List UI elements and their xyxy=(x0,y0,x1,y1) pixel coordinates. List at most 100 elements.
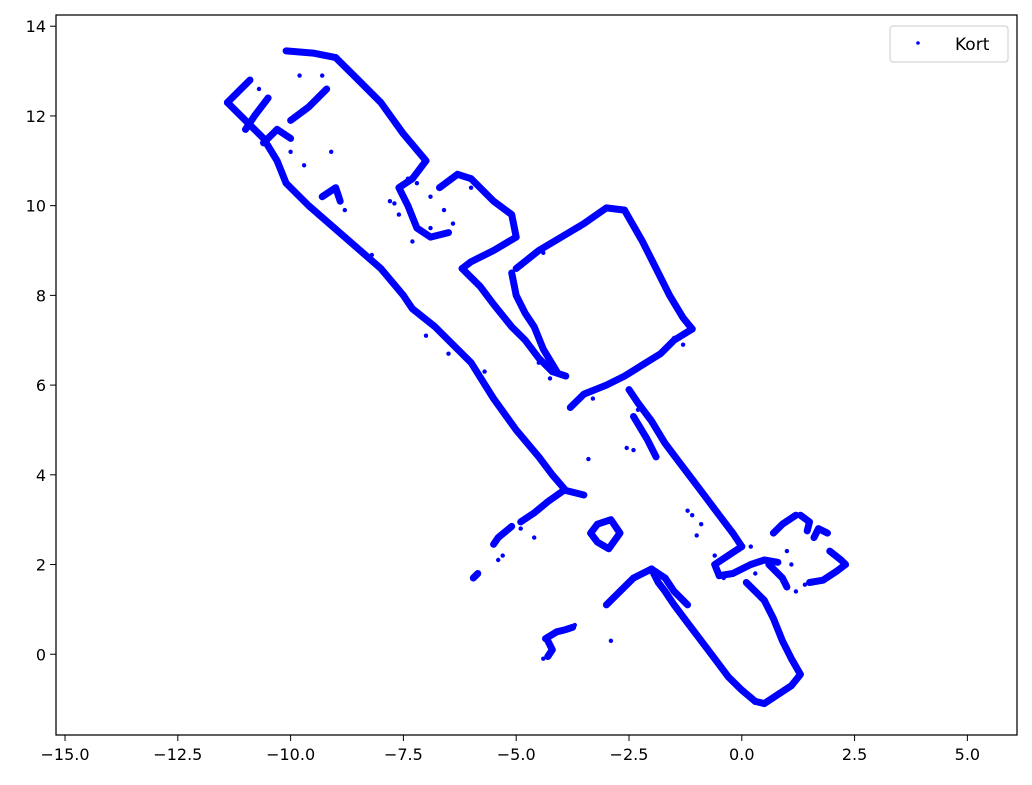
y-tick-label: 4 xyxy=(36,466,46,485)
data-point-0-40 xyxy=(541,250,546,255)
data-point-0-16 xyxy=(482,369,487,374)
data-trace-0-2 xyxy=(282,47,340,62)
data-trace-0-20 xyxy=(751,596,804,708)
data-point-0-33 xyxy=(572,622,577,628)
data-trace-0-21 xyxy=(648,565,759,705)
data-point-0-51 xyxy=(256,86,262,92)
data-trace-0-15 xyxy=(625,386,746,551)
data-trace-0-32 xyxy=(544,637,556,660)
x-tick-label: 0.0 xyxy=(729,745,754,764)
data-point-0-50 xyxy=(329,149,334,154)
data-point-0-24 xyxy=(753,571,758,576)
legend-label-kort: Kort xyxy=(955,35,990,55)
data-trace-0-24 xyxy=(587,516,624,553)
data-point-0-27 xyxy=(802,582,808,587)
data-point-0-1 xyxy=(396,212,402,217)
data-trace-0-0 xyxy=(223,76,254,106)
data-point-0-3 xyxy=(428,194,433,199)
x-tick-label: 2.5 xyxy=(842,745,867,764)
data-point-0-22 xyxy=(685,508,690,513)
x-tick-label: −15.0 xyxy=(41,745,90,764)
data-point-0-14 xyxy=(423,333,429,338)
data-point-0-10 xyxy=(320,73,325,78)
data-point-0-41 xyxy=(577,225,582,231)
data-point-0-44 xyxy=(536,360,541,365)
data-trace-0-13 xyxy=(566,325,696,411)
data-trace-0-16 xyxy=(630,413,660,461)
x-tick-label: 5.0 xyxy=(955,745,980,764)
y-tick-label: 14 xyxy=(26,17,46,36)
data-point-0-31 xyxy=(518,526,523,531)
data-point-0-21 xyxy=(690,513,695,518)
data-point-0-20 xyxy=(699,522,704,527)
data-point-0-42 xyxy=(671,335,677,341)
data-point-0-17 xyxy=(586,456,591,462)
y-tick-label: 12 xyxy=(26,107,46,126)
data-point-0-6 xyxy=(468,185,474,190)
data-point-0-53 xyxy=(342,207,347,213)
data-point-0-15 xyxy=(446,351,451,356)
data-trace-0-12 xyxy=(621,206,696,333)
data-point-0-0 xyxy=(387,199,393,204)
data-trace-0-31 xyxy=(542,623,577,643)
data-trace-0-8 xyxy=(436,170,475,192)
data-point-0-4 xyxy=(441,207,447,213)
legend-box xyxy=(889,25,1009,63)
data-trace-0-27 xyxy=(769,511,800,537)
data-trace-0-28 xyxy=(796,511,813,535)
data-trace-0-5 xyxy=(242,94,272,133)
data-trace-0-9 xyxy=(458,175,520,272)
data-point-0-45 xyxy=(547,376,553,381)
y-axis: 0 2 4 6 8 10 12 14 xyxy=(26,17,56,664)
data-point-0-25 xyxy=(721,575,726,581)
data-trace-0-6 xyxy=(260,125,295,147)
data-trace-0-7 xyxy=(318,184,344,205)
data-point-0-11 xyxy=(288,149,293,154)
data-trace-0-30 xyxy=(810,525,831,542)
data-trace-0-22 xyxy=(602,565,655,609)
data-trace-0-17 xyxy=(711,543,782,580)
data-trace-0-25 xyxy=(517,487,568,526)
data-point-0-26 xyxy=(793,589,799,594)
data-trace-0-11 xyxy=(512,204,628,272)
axes-frame xyxy=(55,14,1018,736)
data-point-0-2 xyxy=(410,239,415,244)
y-tick-label: 6 xyxy=(36,376,46,395)
data-point-0-9 xyxy=(297,73,302,78)
y-tick-label: 10 xyxy=(26,197,46,216)
data-trace-0-14 xyxy=(508,269,561,376)
x-tick-label: −12.5 xyxy=(153,745,202,764)
plot-marks xyxy=(223,47,850,708)
data-point-0-18 xyxy=(631,447,636,453)
data-trace-0-10 xyxy=(458,265,570,380)
data-trace-0-29 xyxy=(806,547,850,586)
data-point-0-48 xyxy=(428,225,433,231)
y-tick-label: 8 xyxy=(36,286,46,305)
data-trace-0-33 xyxy=(469,570,482,582)
data-point-0-12 xyxy=(301,163,307,168)
data-trace-0-1 xyxy=(223,99,588,499)
data-point-0-39 xyxy=(635,407,641,412)
x-tick-label: −5.0 xyxy=(497,745,536,764)
data-point-0-35 xyxy=(712,553,717,558)
data-point-0-38 xyxy=(789,562,794,567)
data-point-0-29 xyxy=(500,553,505,558)
data-point-0-49 xyxy=(414,181,420,186)
data-point-0-52 xyxy=(333,190,338,195)
data-trace-0-18 xyxy=(765,561,791,591)
x-axis: −15.0 −12.5 −10.0 −7.5 −5.0 −2.5 0.0 2.5 5.0 xyxy=(41,735,980,764)
data-trace-0-3 xyxy=(332,54,452,241)
y-tick-label: 2 xyxy=(36,556,46,575)
data-point-0-7 xyxy=(392,201,397,206)
data-point-0-37 xyxy=(784,548,790,554)
data-point-0-23 xyxy=(748,544,753,549)
data-point-0-46 xyxy=(613,378,618,383)
data-point-0-47 xyxy=(590,396,596,401)
data-point-0-36 xyxy=(694,533,699,538)
legend-marker-kort xyxy=(916,41,920,45)
data-point-0-8 xyxy=(405,176,411,181)
data-point-0-34 xyxy=(541,656,546,661)
data-point-0-30 xyxy=(496,557,501,563)
data-point-0-28 xyxy=(608,638,614,643)
data-point-0-13 xyxy=(369,252,374,258)
